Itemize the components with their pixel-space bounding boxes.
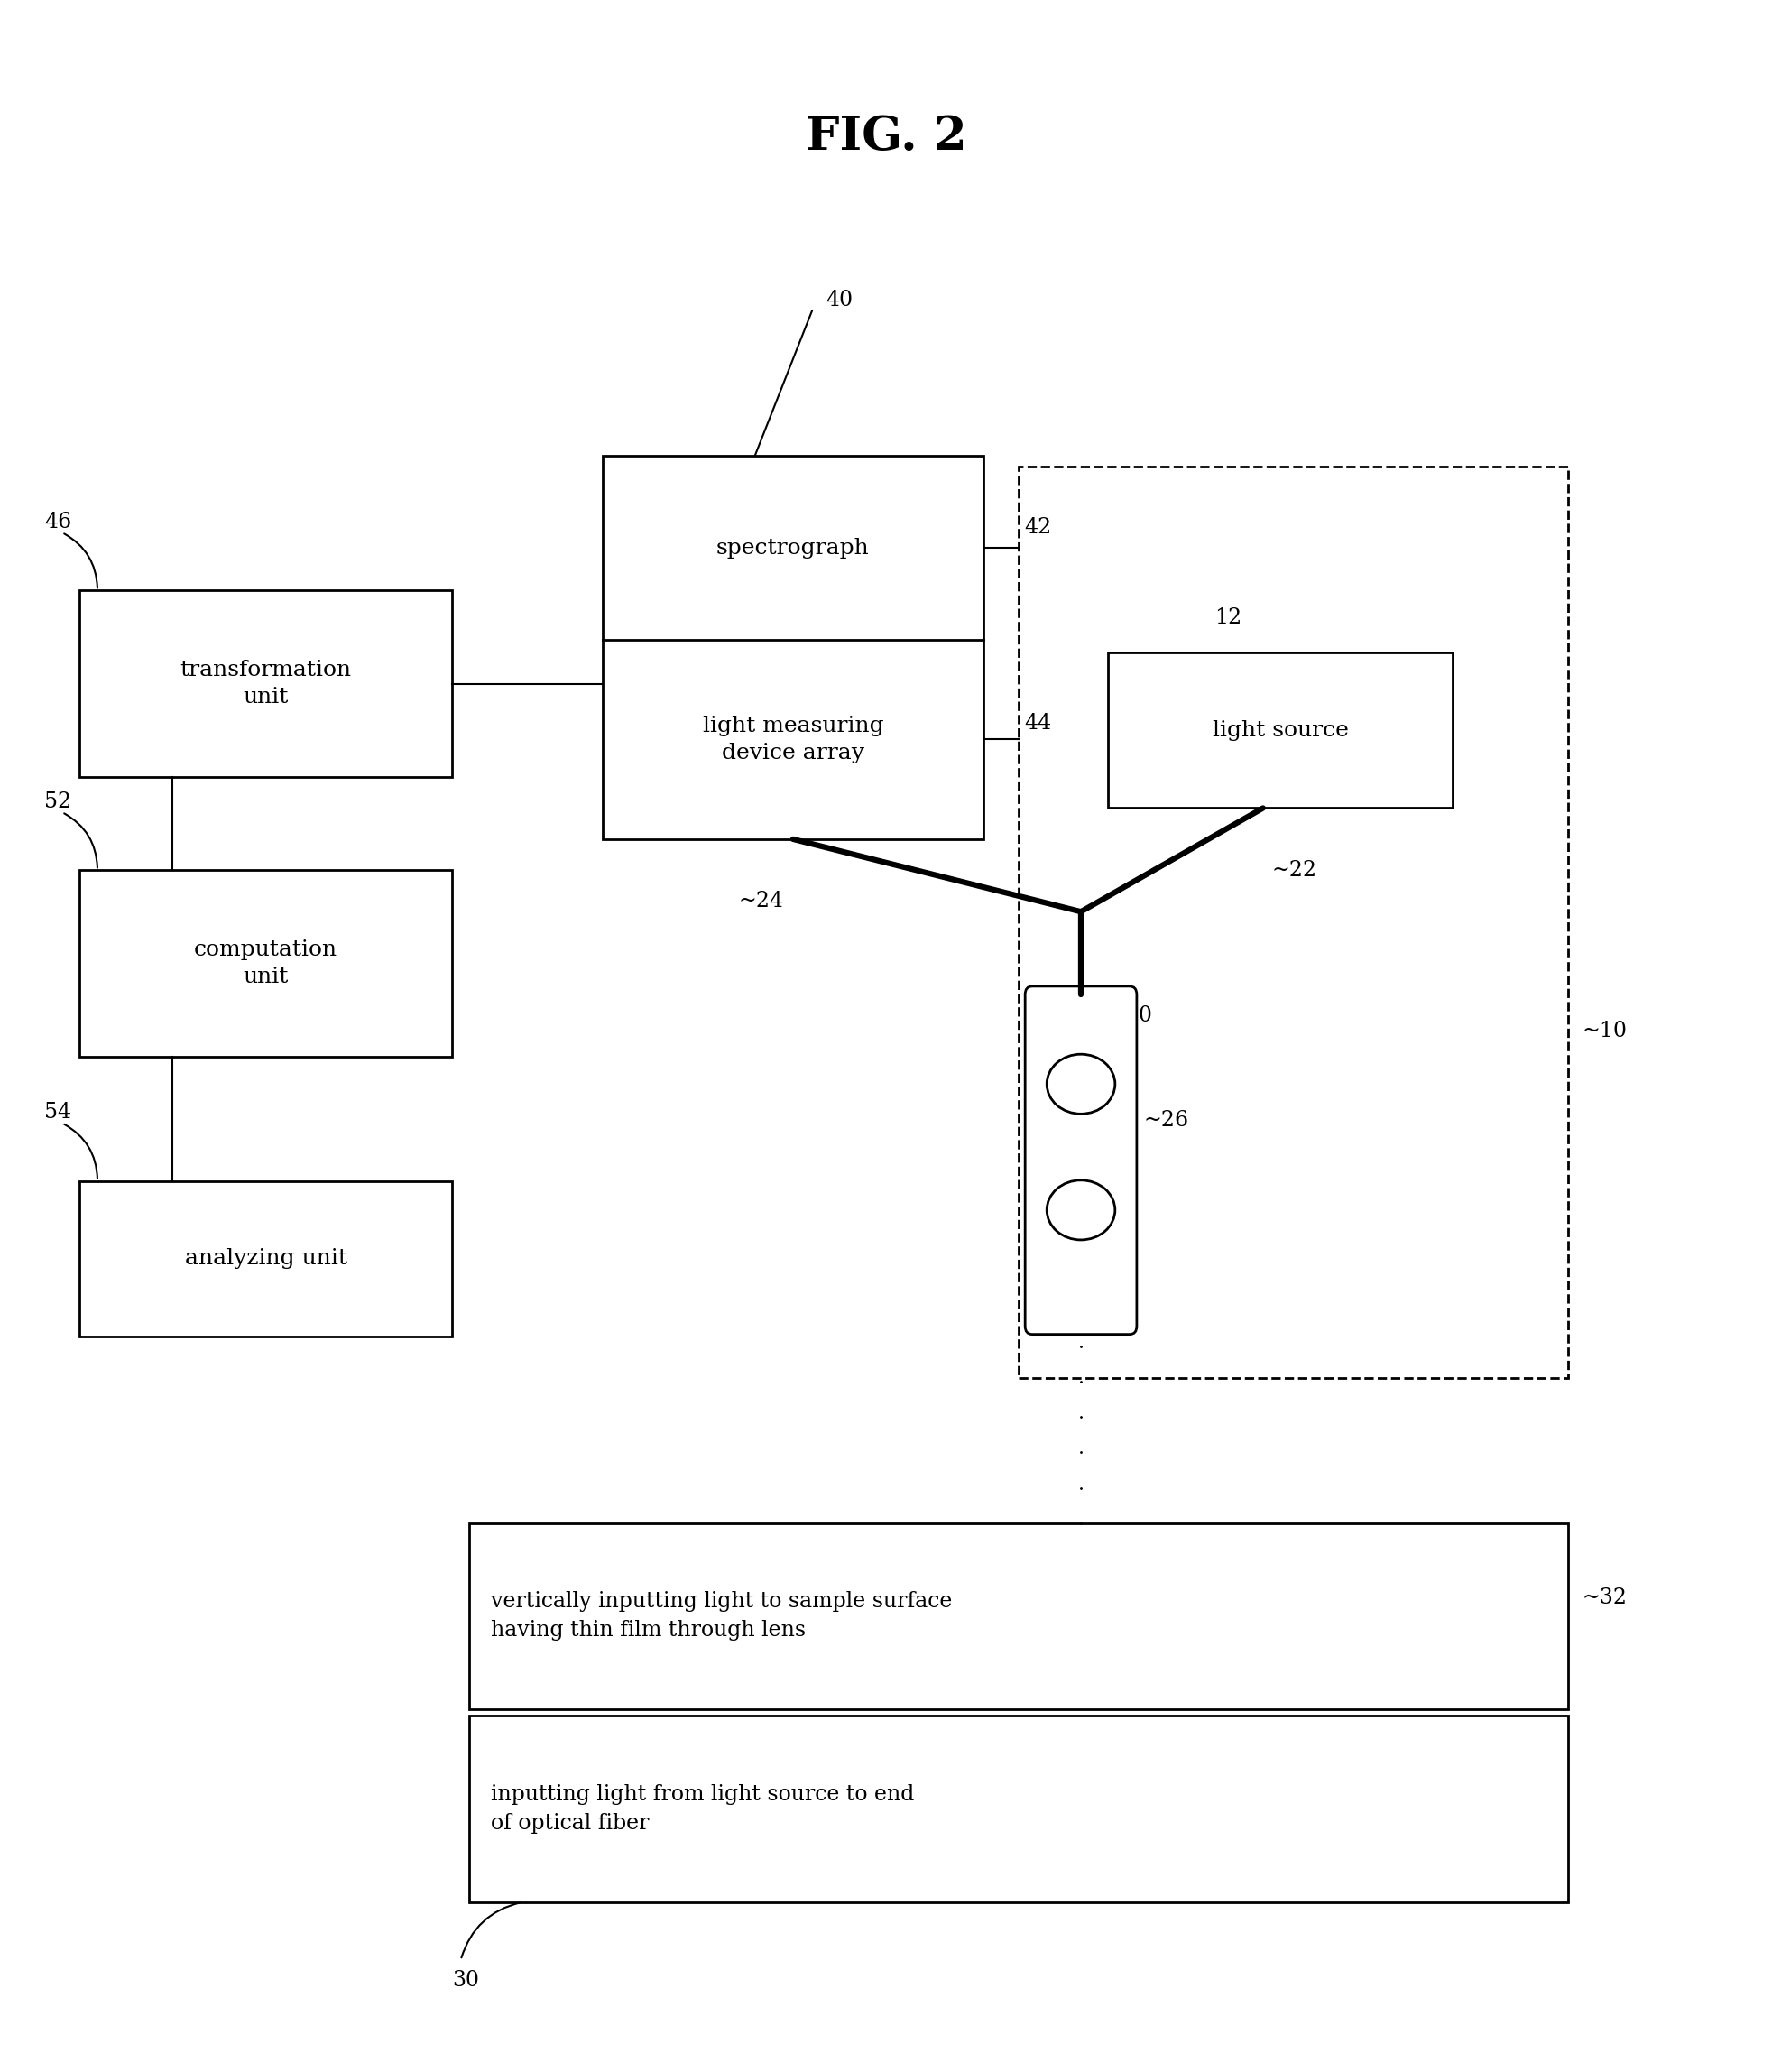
Text: 44: 44 <box>1024 713 1051 733</box>
Text: 30: 30 <box>452 1970 478 1991</box>
FancyBboxPatch shape <box>80 870 452 1057</box>
FancyBboxPatch shape <box>470 1716 1568 1902</box>
Text: 52: 52 <box>44 792 71 812</box>
Text: FIG. 2: FIG. 2 <box>804 114 968 160</box>
Text: ~24: ~24 <box>739 891 783 912</box>
FancyBboxPatch shape <box>470 1523 1568 1709</box>
Text: 40: 40 <box>826 290 854 311</box>
Text: light source: light source <box>1212 719 1348 742</box>
Text: ~32: ~32 <box>1582 1587 1627 1608</box>
Text: 54: 54 <box>44 1102 71 1123</box>
Text: analyzing unit: analyzing unit <box>184 1247 347 1270</box>
Ellipse shape <box>1047 1055 1115 1115</box>
Ellipse shape <box>1047 1181 1115 1239</box>
Text: ~26: ~26 <box>1145 1111 1189 1131</box>
FancyBboxPatch shape <box>1024 986 1138 1334</box>
Text: 12: 12 <box>1216 607 1242 628</box>
FancyBboxPatch shape <box>602 456 983 839</box>
FancyBboxPatch shape <box>80 591 452 777</box>
Text: vertically inputting light to sample surface
having thin film through lens: vertically inputting light to sample sur… <box>491 1591 952 1641</box>
Text: 42: 42 <box>1024 516 1051 537</box>
Text: ~22: ~22 <box>1272 860 1317 881</box>
Text: light measuring
device array: light measuring device array <box>702 715 884 762</box>
Text: 46: 46 <box>44 512 71 533</box>
FancyBboxPatch shape <box>80 1181 452 1336</box>
Text: computation
unit: computation unit <box>193 939 338 988</box>
FancyBboxPatch shape <box>1019 466 1568 1378</box>
Text: ~20: ~20 <box>1108 1005 1152 1026</box>
Text: transformation
unit: transformation unit <box>181 659 351 709</box>
Text: ~10: ~10 <box>1582 1021 1627 1042</box>
FancyBboxPatch shape <box>1108 653 1453 808</box>
Text: inputting light from light source to end
of optical fiber: inputting light from light source to end… <box>491 1784 914 1834</box>
Text: spectrograph: spectrograph <box>716 537 870 557</box>
